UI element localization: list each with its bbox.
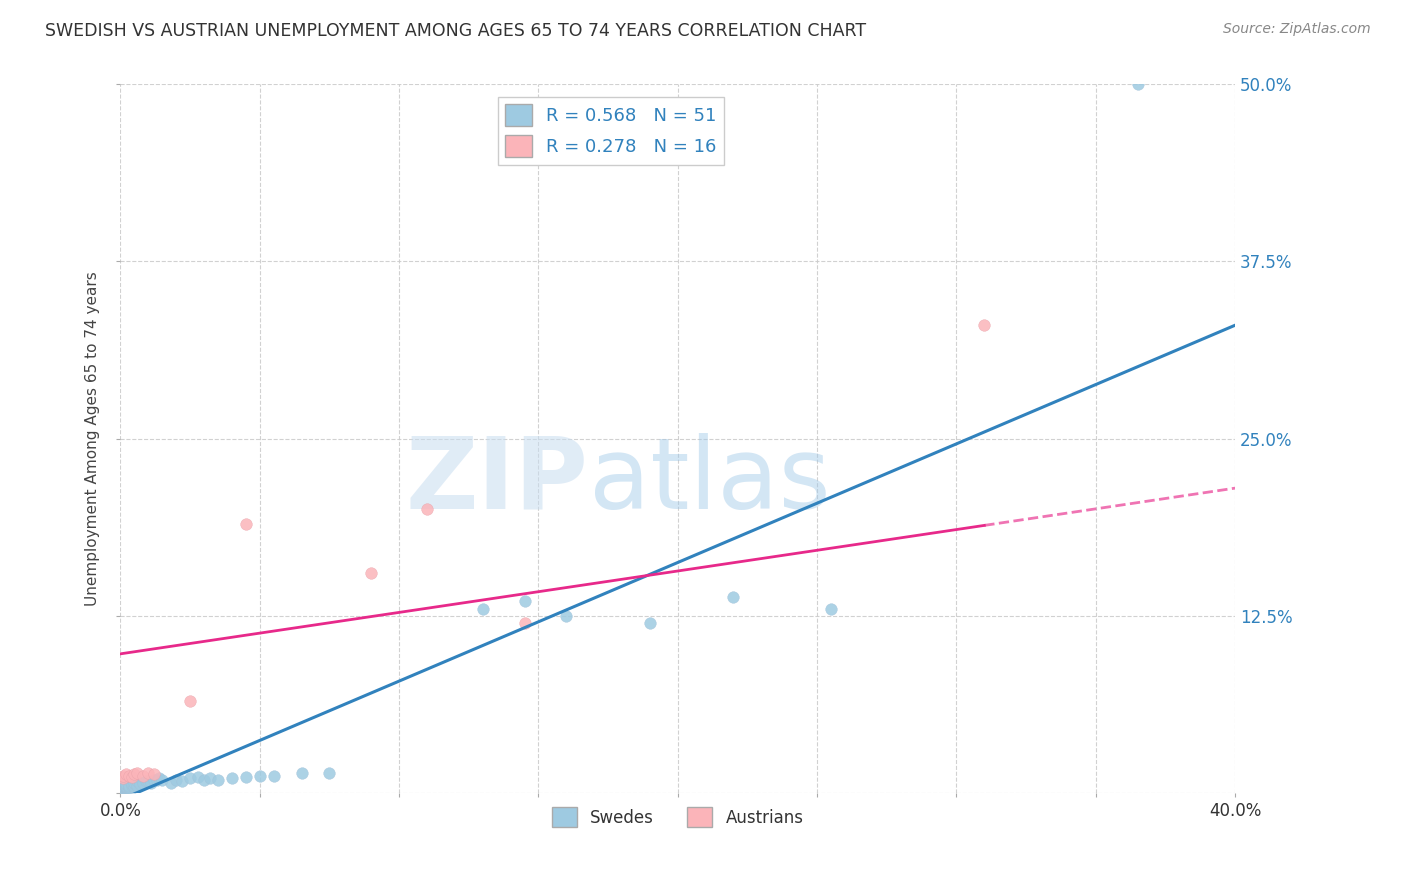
Point: [723, 590, 745, 604]
Point: [132, 776, 155, 790]
Point: [207, 772, 229, 787]
Point: [112, 780, 135, 794]
Legend: Swedes, Austrians: Swedes, Austrians: [546, 800, 810, 834]
Point: [112, 779, 135, 793]
Text: atlas: atlas: [589, 433, 830, 530]
Point: [112, 781, 135, 796]
Point: [139, 776, 162, 790]
Point: [179, 693, 201, 707]
Point: [132, 769, 155, 783]
Point: [118, 780, 141, 794]
Point: [159, 776, 181, 790]
Point: [638, 615, 661, 630]
Point: [235, 516, 257, 531]
Point: [513, 615, 536, 630]
Point: [124, 780, 146, 794]
Point: [127, 779, 149, 793]
Point: [290, 765, 312, 780]
Point: [142, 772, 165, 787]
Point: [1126, 78, 1149, 92]
Point: [115, 780, 138, 794]
Point: [179, 772, 201, 786]
Point: [115, 777, 138, 791]
Point: [513, 594, 536, 608]
Point: [973, 318, 995, 333]
Point: [145, 772, 167, 787]
Point: [193, 772, 215, 787]
Point: [555, 608, 578, 623]
Point: [121, 779, 143, 793]
Y-axis label: Unemployment Among Ages 65 to 74 years: Unemployment Among Ages 65 to 74 years: [86, 271, 100, 606]
Point: [115, 780, 138, 794]
Point: [118, 781, 141, 796]
Point: [129, 777, 152, 791]
Point: [127, 765, 149, 780]
Point: [124, 776, 146, 790]
Point: [318, 765, 340, 780]
Point: [150, 772, 173, 787]
Point: [118, 779, 141, 793]
Point: [142, 767, 165, 781]
Point: [115, 781, 138, 796]
Point: [165, 772, 187, 787]
Point: [121, 777, 143, 791]
Point: [170, 774, 193, 789]
Point: [263, 769, 285, 783]
Text: SWEDISH VS AUSTRIAN UNEMPLOYMENT AMONG AGES 65 TO 74 YEARS CORRELATION CHART: SWEDISH VS AUSTRIAN UNEMPLOYMENT AMONG A…: [45, 22, 866, 40]
Point: [112, 769, 135, 783]
Point: [471, 601, 494, 615]
Point: [360, 566, 382, 580]
Point: [820, 601, 842, 615]
Point: [124, 767, 146, 781]
Point: [416, 502, 439, 516]
Point: [127, 774, 149, 789]
Point: [115, 767, 138, 781]
Text: ZIP: ZIP: [406, 433, 589, 530]
Point: [136, 765, 159, 780]
Point: [187, 770, 209, 784]
Point: [112, 772, 135, 786]
Point: [112, 777, 135, 791]
Text: Source: ZipAtlas.com: Source: ZipAtlas.com: [1223, 22, 1371, 37]
Point: [134, 774, 156, 789]
Point: [121, 770, 143, 784]
Point: [118, 769, 141, 783]
Point: [112, 779, 135, 793]
Point: [112, 780, 135, 794]
Point: [115, 779, 138, 793]
Point: [221, 772, 243, 786]
Point: [136, 774, 159, 789]
Point: [198, 772, 221, 786]
Point: [148, 772, 170, 786]
Point: [235, 770, 257, 784]
Point: [112, 781, 135, 796]
Point: [249, 769, 271, 783]
